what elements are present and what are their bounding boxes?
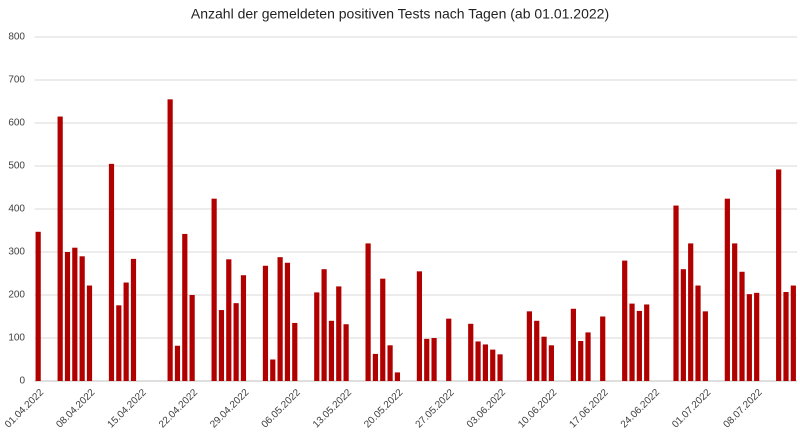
bar (585, 332, 591, 381)
x-tick-label: 27.05.2022 (414, 387, 457, 430)
y-tick-label: 500 (8, 161, 25, 172)
bar (673, 205, 679, 381)
bar (182, 233, 188, 381)
x-tick-label: 29.04.2022 (208, 387, 251, 430)
x-tick-label: 01.07.2022 (670, 387, 713, 430)
bar (424, 338, 430, 381)
bar (497, 354, 503, 381)
y-tick-label: 700 (8, 75, 25, 86)
bar (116, 305, 122, 381)
y-tick-label: 300 (8, 247, 25, 258)
y-tick-label: 800 (8, 32, 25, 43)
bar (776, 169, 782, 381)
bar (790, 285, 796, 381)
x-tick-label: 10.06.2022 (516, 387, 559, 430)
bar (262, 265, 269, 381)
bar (548, 345, 554, 381)
bar (570, 308, 576, 381)
bar (167, 99, 173, 381)
bar (534, 320, 540, 381)
bar (446, 318, 452, 381)
bar (754, 292, 760, 381)
bar (622, 260, 628, 381)
bar (86, 285, 93, 381)
bar (490, 349, 496, 381)
bar (636, 310, 642, 381)
chart-title: Anzahl der gemeldeten positiven Tests na… (191, 6, 609, 22)
x-tick-label: 08.07.2022 (721, 387, 764, 430)
x-tick-label: 08.04.2022 (54, 387, 97, 430)
bar (233, 303, 239, 381)
bar (783, 291, 789, 381)
x-tick-label: 20.05.2022 (362, 387, 405, 430)
bar (79, 256, 85, 381)
bar (189, 295, 195, 381)
bar (578, 341, 584, 381)
bar (72, 247, 78, 381)
bar (336, 286, 342, 381)
bar (130, 258, 137, 381)
bar (600, 316, 606, 381)
x-tick-label: 06.05.2022 (260, 387, 303, 430)
bar (314, 292, 320, 381)
bar (732, 243, 738, 381)
bar (372, 353, 379, 381)
bar (695, 285, 701, 381)
y-tick-label: 400 (8, 204, 25, 215)
bar (680, 269, 686, 381)
bar (226, 259, 232, 381)
bar (688, 243, 694, 381)
y-tick-label: 100 (8, 333, 25, 344)
bar (482, 344, 489, 381)
bar (284, 262, 291, 381)
x-tick-label: 13.05.2022 (311, 387, 354, 430)
bar (35, 231, 41, 381)
bar (416, 271, 423, 381)
bar (343, 324, 349, 381)
x-tick-label: 17.06.2022 (568, 387, 611, 430)
bar (526, 311, 532, 381)
bar (644, 304, 650, 381)
bar (57, 116, 63, 382)
bar (123, 282, 129, 381)
bar (240, 275, 247, 381)
bar (387, 345, 393, 381)
bar (277, 257, 283, 381)
x-tick-label: 01.04.2022 (3, 387, 46, 430)
bar (739, 271, 745, 381)
x-tick-label: 15.04.2022 (106, 387, 149, 430)
x-tick-label: 24.06.2022 (619, 387, 662, 430)
bar (218, 310, 225, 381)
bar (174, 345, 181, 381)
bar (380, 278, 386, 381)
bar (702, 311, 708, 381)
bar (629, 303, 635, 381)
x-tick-label: 03.06.2022 (465, 387, 508, 430)
bar (365, 243, 371, 381)
bar (108, 163, 115, 381)
bar (270, 359, 276, 381)
bar (468, 323, 474, 381)
y-tick-label: 200 (8, 290, 25, 301)
bar (541, 336, 547, 381)
bar (724, 198, 730, 381)
y-tick-label: 0 (19, 376, 25, 387)
bar (321, 269, 327, 381)
bar (746, 294, 752, 381)
bar (431, 338, 437, 381)
bar (64, 252, 71, 381)
bar (328, 320, 335, 381)
y-tick-label: 600 (8, 118, 25, 129)
bar (394, 372, 401, 381)
bar (211, 198, 217, 381)
x-tick-label: 22.04.2022 (157, 387, 200, 430)
bar (475, 341, 481, 381)
bar (292, 322, 298, 381)
